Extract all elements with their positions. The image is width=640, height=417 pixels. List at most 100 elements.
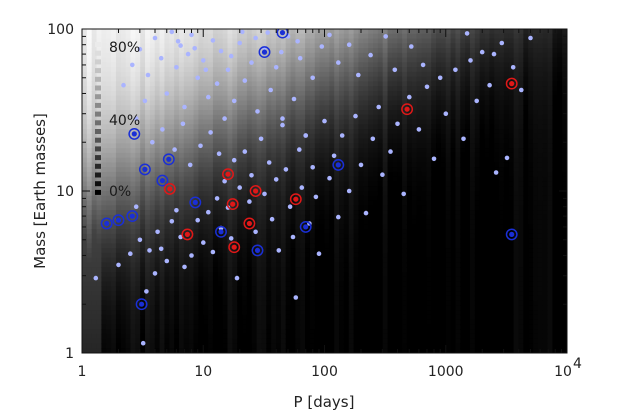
light-point [268, 87, 274, 93]
light-point [280, 116, 285, 121]
light-point [137, 46, 143, 52]
light-point [195, 75, 200, 81]
colorbar-label-80: 80% [109, 40, 140, 56]
light-point [291, 96, 297, 102]
light-point [93, 275, 99, 281]
x-tick-label: 1000 [428, 364, 464, 380]
light-point [247, 199, 252, 204]
light-point [140, 340, 146, 346]
light-point [240, 29, 245, 35]
light-point [273, 65, 279, 70]
light-point [392, 67, 398, 73]
light-point [336, 60, 341, 65]
light-point [443, 111, 449, 116]
light-point [242, 149, 248, 154]
light-point [368, 52, 373, 58]
colorbar-label-40: 40% [109, 113, 140, 129]
light-point [273, 177, 279, 182]
light-point [164, 258, 170, 264]
light-point [142, 98, 148, 104]
light-point [424, 84, 430, 90]
light-point [185, 51, 191, 57]
light-point [336, 214, 341, 220]
light-point [279, 49, 284, 55]
light-point [322, 118, 327, 124]
colorbar-label-0: 0% [109, 184, 131, 200]
x-tick-label: 10 [194, 364, 212, 380]
light-point [487, 82, 492, 88]
light-point [150, 139, 155, 145]
light-point [276, 248, 282, 253]
light-point [152, 35, 158, 41]
light-point [464, 31, 470, 36]
light-point [376, 104, 382, 110]
light-point [189, 32, 194, 38]
light-point [192, 46, 197, 51]
light-point [158, 246, 164, 252]
light-point [210, 249, 216, 255]
light-point [249, 173, 254, 178]
x-tick-label: 1 [78, 364, 87, 380]
light-point [388, 149, 393, 154]
light-point [401, 191, 407, 197]
light-point [356, 72, 361, 78]
light-point [519, 87, 524, 93]
light-point [214, 196, 220, 201]
completeness-heatmap [82, 29, 567, 353]
light-point [295, 39, 300, 44]
blue-circled-point [156, 174, 169, 187]
light-point [206, 94, 211, 100]
x-tick-label: 100 [311, 364, 338, 380]
blue-circled-point [138, 163, 151, 176]
light-point [327, 175, 332, 181]
light-point [228, 236, 234, 241]
light-point [234, 275, 240, 281]
blue-circled-point [162, 153, 175, 166]
light-point [178, 43, 183, 48]
light-point [255, 109, 260, 114]
light-point [228, 53, 234, 59]
red-circled-point [163, 182, 176, 195]
light-point [133, 204, 139, 209]
blue-circled-point [128, 127, 141, 140]
light-point [395, 121, 400, 127]
light-point [182, 264, 187, 270]
light-point [297, 55, 303, 61]
blue-circled-point [258, 46, 271, 59]
light-point [409, 44, 414, 49]
blue-circled-point [112, 214, 125, 227]
light-point [225, 67, 231, 73]
light-point [510, 65, 516, 70]
x-tick-label: 10 [554, 364, 572, 380]
light-point [130, 62, 135, 68]
light-point [174, 208, 179, 213]
light-point [504, 155, 510, 161]
light-point [214, 81, 220, 86]
blue-circled-point [505, 228, 518, 241]
light-point [195, 217, 200, 223]
red-circled-point [249, 185, 262, 197]
light-point [313, 194, 319, 200]
light-point [479, 49, 485, 55]
blue-circled-point [215, 225, 227, 238]
light-point [201, 58, 206, 63]
light-point [242, 78, 248, 83]
light-point [262, 191, 267, 197]
light-point [121, 82, 126, 88]
light-point [287, 204, 293, 209]
y-tick-label: 100 [47, 22, 74, 38]
red-circled-point [226, 198, 239, 211]
y-axis-title: Mass [Earth masses] [31, 113, 49, 269]
red-circled-point [289, 193, 302, 206]
blue-circled-point [251, 244, 264, 257]
light-point [346, 42, 352, 47]
red-circled-point [505, 77, 518, 90]
light-point [363, 210, 369, 216]
light-point [380, 172, 385, 177]
light-point [280, 122, 285, 128]
light-point [293, 295, 299, 300]
light-point [155, 229, 160, 235]
light-point [208, 130, 213, 135]
